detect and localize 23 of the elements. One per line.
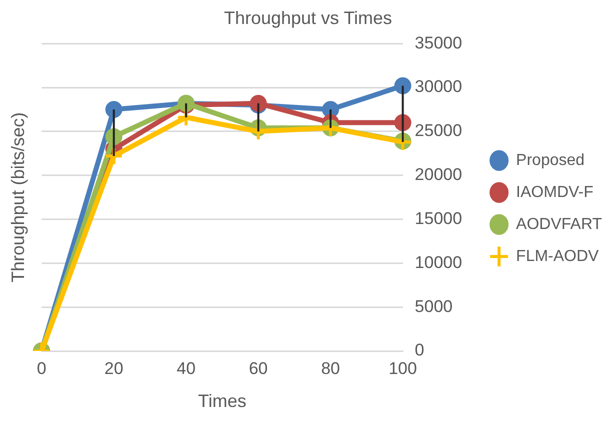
- point: [394, 77, 412, 94]
- legend-label: IAOMDV-F: [516, 184, 594, 201]
- y-tick-label: 10000: [414, 252, 462, 272]
- chart-title: Throughput vs Times: [224, 8, 392, 28]
- x-tick-label: 20: [104, 358, 124, 378]
- y-tick-label: 20000: [414, 165, 462, 184]
- y-tick-label: 25000: [414, 121, 462, 140]
- y-tick-label: 15000: [414, 208, 462, 228]
- point: [105, 100, 122, 118]
- y-axis-title: Throughput (bits/sec): [8, 112, 28, 282]
- y-tick-label: 30000: [414, 77, 462, 96]
- legend-label: AODVFART: [516, 216, 602, 233]
- legend-label: Proposed: [516, 152, 585, 169]
- x-tick-label: 100: [388, 358, 417, 378]
- x-axis-title: Times: [198, 391, 246, 412]
- y-tick-label: 5000: [414, 296, 453, 316]
- x-tick-label: 0: [36, 358, 46, 378]
- x-tick-label: 60: [248, 358, 268, 378]
- y-tick-label: 35000: [414, 33, 462, 52]
- x-tick-label: 80: [321, 358, 340, 378]
- legend-label: FLM-AODV: [516, 248, 600, 265]
- y-tick-label: 0: [414, 340, 424, 360]
- x-tick-label: 40: [176, 358, 196, 378]
